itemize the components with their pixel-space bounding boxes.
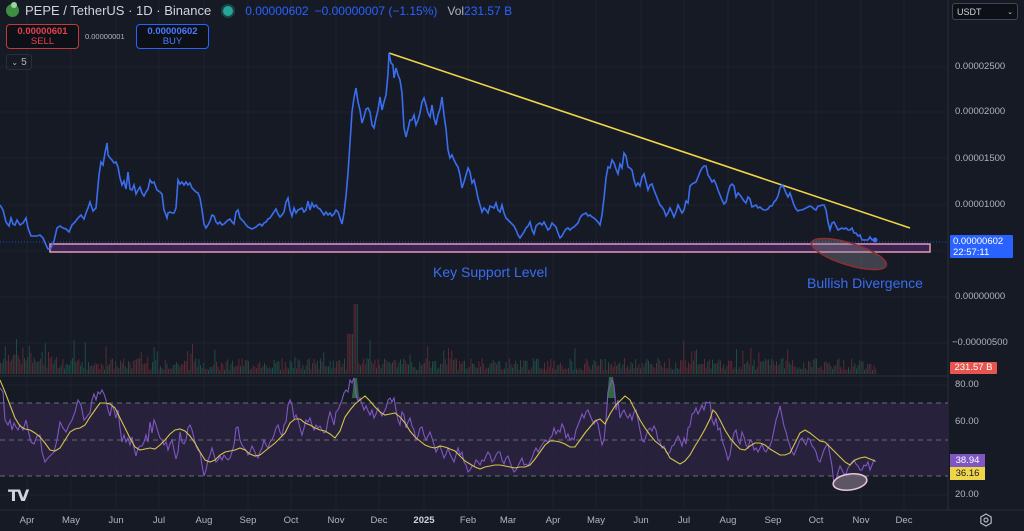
chevron-down-icon: ⌄ <box>11 57 19 67</box>
rsi-value-tag: 38.94 <box>950 454 985 467</box>
rsi-line <box>0 377 877 486</box>
time-axis-label: Oct <box>283 515 299 526</box>
rsi-axis-label: 80.00 <box>955 379 979 390</box>
price-line <box>0 52 876 250</box>
rsi-ma-line <box>0 379 876 470</box>
divergence-ellipse-price <box>810 237 888 271</box>
symbol-title[interactable]: PEPE / TetherUS · 1D · Binance <box>25 3 212 18</box>
sell-button[interactable]: 0.00000601 SELL <box>6 24 79 49</box>
time-axis-label: May <box>587 515 605 526</box>
price-axis-label: 0.00002500 <box>955 61 1006 72</box>
divergence-annotation[interactable]: Bullish Divergence <box>807 275 923 291</box>
price-axis-label: 0.00001500 <box>955 153 1006 164</box>
tradingview-logo[interactable]: TV <box>8 486 29 505</box>
time-axis-label: Oct <box>808 515 824 526</box>
price-axis-label: 0.00002000 <box>955 106 1006 117</box>
time-axis-label: Jul <box>152 515 166 526</box>
time-axis-label: Mar <box>499 515 517 526</box>
time-axis-label: Jul <box>677 515 691 526</box>
trendline <box>388 52 911 229</box>
price-axis-label: −0.00000500 <box>952 337 1008 348</box>
time-axis-label: Dec <box>370 515 388 526</box>
time-axis-label: Apr <box>19 515 35 526</box>
volume-value: 231.57 B <box>464 4 513 18</box>
sell-label: SELL <box>30 35 55 47</box>
time-axis-label: Aug <box>195 515 213 526</box>
current-price-tag: 0.00000602 22:57:11 <box>950 235 1013 258</box>
current-price: 0.00000602 <box>953 236 1004 247</box>
indicators-toggle-button[interactable]: ⌄ 5 <box>6 54 32 70</box>
support-annotation[interactable]: Key Support Level <box>433 264 548 280</box>
price-axis-label: 0.00001000 <box>955 199 1006 210</box>
sell-price: 0.00000601 <box>17 25 68 37</box>
indicator-count: 5 <box>21 56 27 68</box>
volume-tag: 231.57 B <box>950 362 997 374</box>
last-price: 0.00000602 <box>245 3 309 18</box>
time-axis-label: Feb <box>459 515 477 526</box>
price-axis-label: 0.00000000 <box>955 291 1006 302</box>
buy-label: BUY <box>162 35 183 47</box>
time-axis-label: Nov <box>852 515 870 526</box>
currency-select[interactable]: USDT ⌄ <box>952 3 1018 20</box>
symbol-header: PEPE / TetherUS · 1D · Binance 0.0000060… <box>6 2 513 18</box>
spread-value: 0.00000001 <box>85 32 125 41</box>
buy-button[interactable]: 0.00000602 BUY <box>136 24 209 49</box>
chevron-down-icon: ⌄ <box>1007 8 1013 16</box>
buy-price: 0.00000602 <box>147 25 198 37</box>
time-axis-label: Sep <box>764 515 782 526</box>
time-axis-label: Apr <box>545 515 561 526</box>
rsi-ma-value-tag: 36.16 <box>950 467 985 480</box>
volume-label: Vol <box>447 4 465 18</box>
bar-countdown: 22:57:11 <box>953 247 990 258</box>
settings-gear-icon[interactable] <box>979 513 993 527</box>
time-axis-label: Jun <box>108 515 124 526</box>
price-change: −0.00000007 (−1.15%) <box>314 3 438 18</box>
market-status-icon[interactable] <box>223 5 234 16</box>
time-axis-label: Aug <box>719 515 737 526</box>
time-axis-label: Sep <box>239 515 257 526</box>
time-axis-label: 2025 <box>413 515 435 526</box>
time-axis-label: Nov <box>327 515 345 526</box>
time-axis-label: May <box>62 515 80 526</box>
support-zone <box>49 243 931 253</box>
rsi-axis-label: 20.00 <box>955 489 979 500</box>
currency-value: USDT <box>957 6 982 17</box>
time-axis-label: Dec <box>895 515 913 526</box>
rsi-axis-label: 60.00 <box>955 416 979 427</box>
divergence-ellipse-rsi <box>832 472 868 492</box>
time-axis-label: Jun <box>633 515 649 526</box>
pepe-coin-icon <box>6 2 19 17</box>
